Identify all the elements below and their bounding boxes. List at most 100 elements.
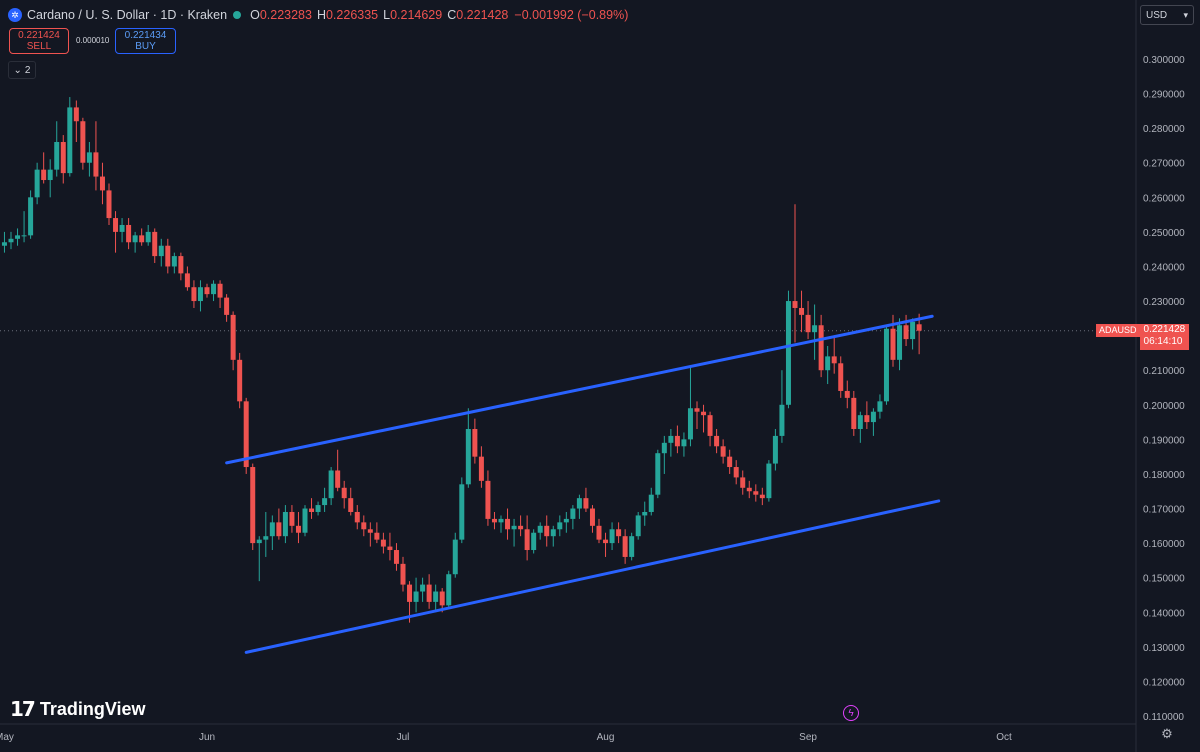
candle-body xyxy=(472,428,478,457)
currency-value: USD xyxy=(1146,9,1168,21)
candle-body xyxy=(80,121,86,163)
time-tick-label: Aug xyxy=(597,732,615,743)
price-tick-label: 0.270000 xyxy=(1143,159,1185,170)
price-tick-label: 0.290000 xyxy=(1143,90,1185,101)
candle-body xyxy=(857,415,863,429)
candle-body xyxy=(328,470,334,499)
market-open-dot-icon xyxy=(233,11,242,19)
candle-body xyxy=(243,401,249,468)
price-tick-label: 0.280000 xyxy=(1143,124,1185,135)
candle-body xyxy=(589,508,595,526)
candle-body xyxy=(400,563,406,585)
lightning-bolt-icon[interactable]: ϟ xyxy=(843,705,859,721)
price-tick-label: 0.190000 xyxy=(1143,435,1185,446)
candle-body xyxy=(119,224,125,232)
candle-body xyxy=(348,498,354,512)
time-tick-label: Oct xyxy=(996,732,1012,743)
candle-body xyxy=(426,584,432,602)
candles-series xyxy=(1,97,922,623)
candle-body xyxy=(452,539,458,575)
time-tick-label: May xyxy=(0,732,14,743)
candle-body xyxy=(518,525,524,530)
candle-body xyxy=(655,453,661,495)
candle-body xyxy=(354,511,360,523)
price-tick-label: 0.230000 xyxy=(1143,297,1185,308)
candle-body xyxy=(720,446,726,457)
price-axis[interactable]: 0.300000 0.290000 0.280000 0.270000 0.260000… xyxy=(1143,55,1185,723)
candle-body xyxy=(465,428,471,485)
candle-body xyxy=(322,498,328,506)
candle-body xyxy=(263,536,269,540)
candle-body xyxy=(171,256,177,267)
candle-body xyxy=(687,408,693,440)
candle-body xyxy=(165,245,171,267)
chevron-down-icon: ⌄ xyxy=(13,64,22,76)
candle-body xyxy=(191,287,197,302)
close-label: C xyxy=(447,8,457,22)
candle-body xyxy=(616,529,622,537)
last-price-tag: ADAUSD 0.221428 06:14:10 xyxy=(1096,323,1190,350)
time-axis[interactable]: May Jun Jul Aug Sep Oct xyxy=(0,732,1012,743)
candle-body xyxy=(785,301,791,405)
candle-body xyxy=(8,238,14,243)
sell-button[interactable]: 0.221424 SELL xyxy=(9,28,69,54)
candle-body xyxy=(341,487,347,499)
indicators-count: 2 xyxy=(24,64,31,76)
open-label: O xyxy=(250,8,260,22)
tradingview-logo-text: TradingView xyxy=(39,698,146,719)
candle-body xyxy=(583,498,589,509)
candle-body xyxy=(420,584,426,592)
candle-body xyxy=(903,325,909,340)
candle-body xyxy=(393,550,399,564)
last-price-value: 0.221428 xyxy=(1143,323,1186,335)
change-value: −0.001992 (−0.89%) xyxy=(514,8,629,22)
candle-body xyxy=(877,401,883,412)
candle-body xyxy=(916,324,922,331)
symbol-title[interactable]: Cardano / U. S. Dollar · 1D · Kraken xyxy=(27,8,228,22)
candle-body xyxy=(15,235,21,239)
candle-body xyxy=(211,283,217,295)
price-tick-label: 0.180000 xyxy=(1143,470,1185,481)
candle-body xyxy=(302,508,308,533)
candle-body xyxy=(361,522,367,530)
candle-body xyxy=(740,477,746,488)
indicators-collapse-toggle[interactable]: ⌄ 2 xyxy=(8,61,36,79)
candle-body xyxy=(145,231,151,243)
candle-body xyxy=(766,463,772,499)
chevron-down-icon: ▾ xyxy=(1183,10,1188,20)
gear-icon[interactable]: ⚙ xyxy=(1161,726,1173,741)
candle-body xyxy=(132,235,138,243)
candle-body xyxy=(158,245,164,257)
buy-button[interactable]: 0.221434 BUY xyxy=(115,28,176,54)
candle-body xyxy=(113,218,119,232)
candle-body xyxy=(67,107,73,174)
tradingview-mark-icon: 17 xyxy=(10,697,36,721)
candle-body xyxy=(295,525,301,533)
channel-trendlines[interactable] xyxy=(225,314,941,654)
candle-body xyxy=(779,404,785,436)
candle-body xyxy=(126,224,132,243)
lower-channel-line[interactable] xyxy=(244,499,941,654)
candle-body xyxy=(864,415,870,423)
candle-body xyxy=(727,456,733,468)
spread-value: 0.000010 xyxy=(76,36,110,45)
candle-body xyxy=(576,498,582,509)
candle-body xyxy=(622,536,628,557)
candle-body xyxy=(825,356,831,371)
candle-body xyxy=(596,525,602,540)
candle-body xyxy=(890,328,896,360)
candle-body xyxy=(838,363,844,391)
last-price-symbol: ADAUSD xyxy=(1096,323,1140,337)
candle-body xyxy=(524,529,530,551)
upper-channel-line[interactable] xyxy=(225,314,934,465)
price-tick-label: 0.210000 xyxy=(1143,366,1185,377)
tradingview-logo[interactable]: 17 TradingView xyxy=(10,697,146,721)
currency-selector[interactable]: USD ▾ xyxy=(1140,5,1194,25)
candle-body xyxy=(603,539,609,544)
bar-countdown: 06:14:10 xyxy=(1143,335,1183,347)
candle-body xyxy=(772,435,778,464)
candle-body xyxy=(799,307,805,315)
price-tick-label: 0.140000 xyxy=(1143,608,1185,619)
sell-label: SELL xyxy=(26,41,52,52)
